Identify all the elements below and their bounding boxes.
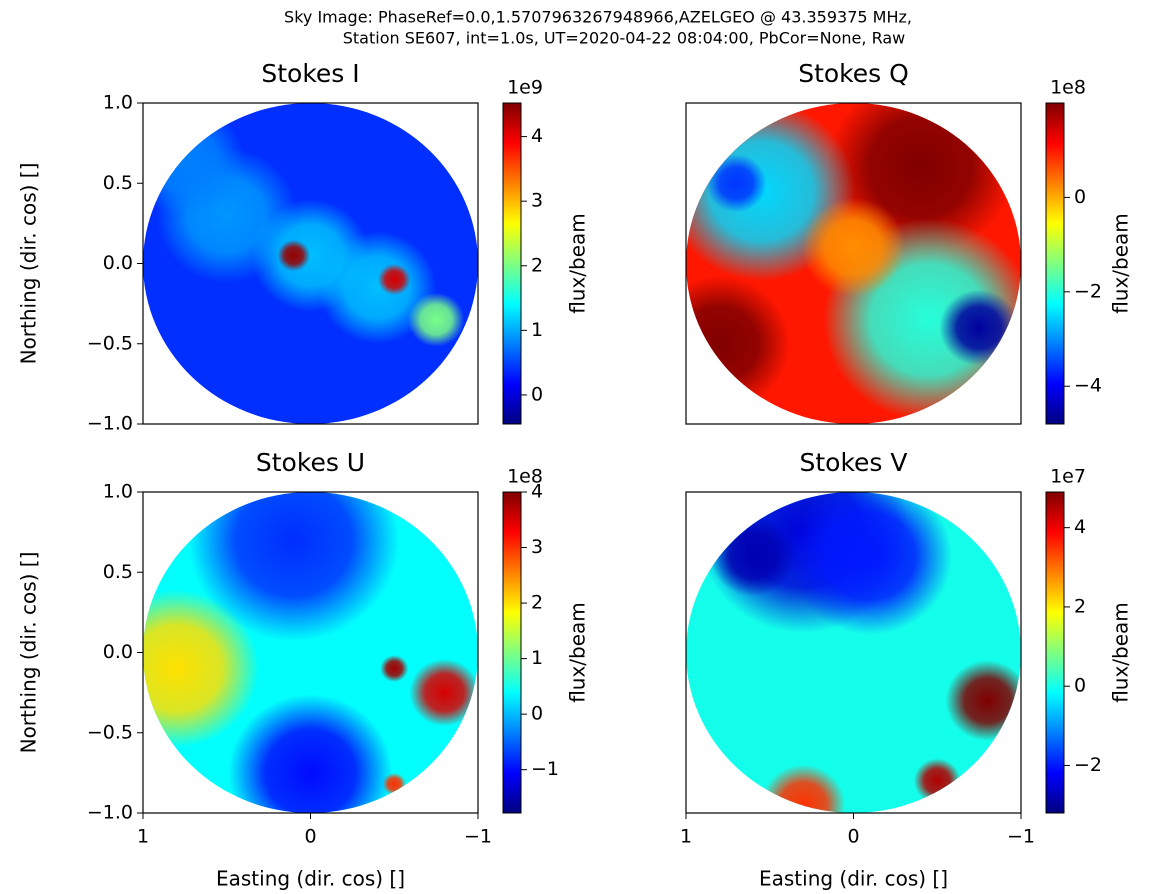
image-feature [408,293,464,347]
colorbar-tick-label: 0 [531,383,543,405]
colorbar-tick-label: 0 [1074,675,1086,697]
panel-title: Stokes Q [798,59,909,88]
background [0,0,1159,894]
image-feature [380,655,408,682]
x-tick-label: 0 [304,826,316,848]
colorbar-tick-label: −4 [1074,375,1102,397]
colorbar-tick-label: 4 [1074,516,1086,538]
x-axis-label: Easting (dir. cos) [] [759,867,948,891]
y-axis-label: Northing (dir. cos) [] [17,552,41,754]
colorbar [1046,492,1064,813]
y-tick-label: −1.0 [87,802,133,824]
colorbar-scale: 1e8 [1050,77,1086,99]
panel-title: Stokes V [799,448,907,477]
panel-title: Stokes I [261,59,359,88]
figure: Sky Image: PhaseRef=0.0,1.57079632679489… [0,0,1159,894]
colorbar-label: flux/beam [566,602,590,703]
x-tick-label: 1 [137,826,149,848]
suptitle-line: Sky Image: PhaseRef=0.0,1.57079632679489… [284,8,912,27]
y-tick-label: 1.0 [103,481,133,503]
colorbar-tick-label: −1 [531,758,559,780]
y-tick-label: 1.0 [103,92,133,114]
y-tick-label: 0.5 [103,561,133,583]
y-axis-label: Northing (dir. cos) [] [17,163,41,365]
y-tick-label: 0.5 [103,172,133,194]
x-axis-label: Easting (dir. cos) [] [216,867,405,891]
colorbar-tick-label: 2 [531,254,543,276]
colorbar-tick-label: −2 [1074,280,1102,302]
y-tick-label: −1.0 [87,413,133,435]
x-tick-label: 1 [680,826,692,848]
colorbar [503,103,521,424]
colorbar-tick-label: 3 [531,190,543,212]
colorbar-tick-label: −2 [1074,754,1102,776]
panel-title: Stokes U [256,448,365,477]
colorbar-tick-label: 0 [1074,186,1086,208]
x-tick-label: 0 [847,826,859,848]
colorbar [1046,103,1064,424]
colorbar-tick-label: 3 [531,536,543,558]
x-tick-label: −1 [1007,826,1035,848]
y-tick-label: −0.5 [87,332,133,354]
colorbar-tick-label: 2 [531,592,543,614]
x-tick-label: −1 [464,826,492,848]
y-tick-label: 0.0 [103,641,133,663]
colorbar-scale: 1e9 [507,77,543,99]
colorbar-scale: 1e8 [507,466,543,488]
colorbar-label: flux/beam [1109,213,1133,314]
y-tick-label: 0.0 [103,252,133,274]
colorbar-tick-label: 2 [1074,595,1086,617]
image-feature [802,198,905,297]
colorbar-tick-label: 1 [531,647,543,669]
suptitle-line: Station SE607, int=1.0s, UT=2020-04-22 0… [343,29,905,48]
colorbar-tick-label: 1 [531,319,543,341]
y-tick-label: −0.5 [87,721,133,743]
image-feature [277,240,310,271]
colorbar-tick-label: 0 [531,703,543,725]
colorbar-tick-label: 4 [531,125,543,147]
colorbar-label: flux/beam [1109,602,1133,703]
colorbar-scale: 1e7 [1050,466,1086,488]
image-feature [378,264,411,295]
colorbar [503,492,521,813]
colorbar-label: flux/beam [566,213,590,314]
